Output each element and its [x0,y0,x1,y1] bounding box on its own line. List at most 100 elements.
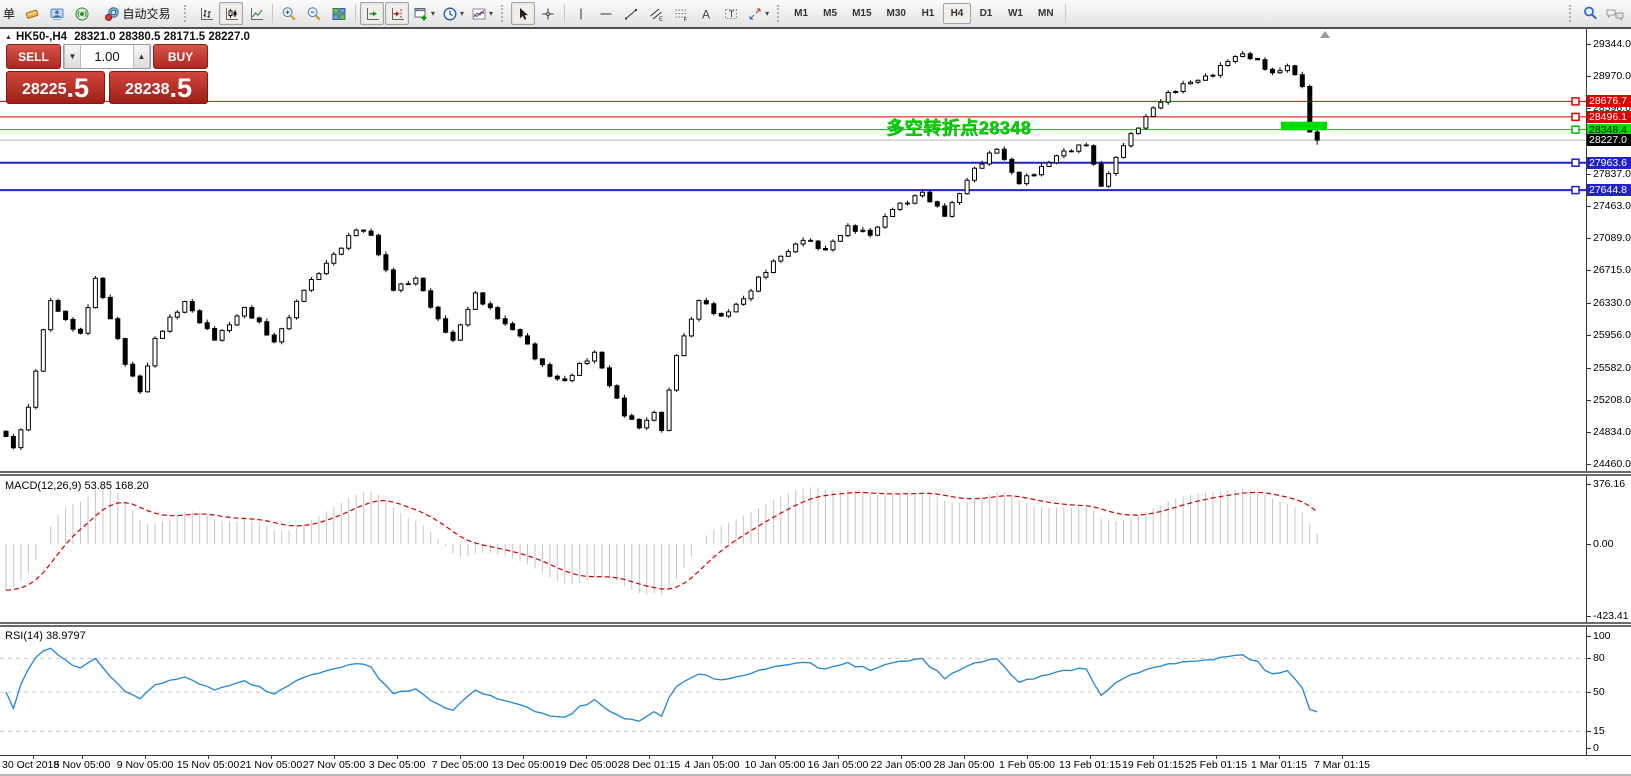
time-tick [270,756,272,759]
text-button[interactable]: A [694,2,718,25]
symbol-period: HK50-,H4 [15,31,68,43]
price-tick-label: 25956.0 [1593,329,1631,342]
line-chart-button[interactable] [244,2,268,25]
toolbar-separator [272,4,274,23]
sell-price-button[interactable]: 28225.5 [6,71,105,104]
price-tick-label: 27089.0 [1593,231,1631,244]
timeframe-H4[interactable]: H4 [942,3,971,24]
time-tick [1215,756,1217,759]
buy-price-button[interactable]: 28238.5 [109,71,208,104]
time-tick [333,756,335,759]
macd-tick-label: 376.16 [1593,478,1626,490]
level-handle[interactable] [1571,158,1580,167]
volume-increase-button[interactable]: ▲ [133,45,150,68]
time-tick [711,756,713,759]
zoom-in-icon [281,6,297,22]
community-button[interactable] [45,2,69,25]
search-icon [1582,5,1599,22]
fibonacci-icon: F [673,6,689,22]
volume-decrease-button[interactable]: ▼ [64,45,81,68]
tile-windows-button[interactable] [327,2,351,25]
time-tick-label: 1 Feb 05:00 [998,759,1056,771]
level-handle[interactable] [1571,185,1580,195]
chat-button[interactable] [1602,2,1628,25]
price-tick-label: 26715.0 [1593,264,1631,277]
panel-separator[interactable] [0,622,1631,627]
candlestick-chart-button[interactable] [219,2,244,25]
time-tick [648,756,650,759]
one-click-trading-panel: SELL ▼ 1.00 ▲ BUY 28225.5 28238.5 [6,44,208,104]
green-zone-rect[interactable] [1281,121,1327,131]
time-tick [32,756,34,759]
trendline-button[interactable] [619,2,643,25]
toolbar-separator [564,4,566,23]
vertical-line-button[interactable] [569,2,593,25]
signals-button[interactable] [70,2,94,25]
level-handle[interactable] [1571,112,1580,122]
menu-fragment[interactable]: 单 [3,7,16,21]
chart-shift-icon [389,6,405,22]
crosshair-button[interactable] [536,2,560,25]
candles-up [18,53,1290,449]
indicators-button[interactable]: ▾ [468,2,496,25]
timeframe-D1[interactable]: D1 [972,3,1000,24]
timeframe-W1[interactable]: W1 [1001,3,1030,24]
toolbar-grip [777,5,782,22]
rsi-tick [1586,692,1591,693]
timeframe-M30[interactable]: M30 [880,3,913,24]
auto-scroll-button[interactable] [360,2,385,25]
zoom-out-button[interactable] [302,2,326,25]
price-tick-label: 27463.0 [1593,199,1631,212]
horizontal-line-button[interactable] [594,2,618,25]
time-tick [900,756,902,759]
price-tick [1586,367,1591,369]
auto-scroll-icon [364,6,380,22]
timeframe-M1[interactable]: M1 [787,3,815,24]
new-chart-button[interactable]: ▾ [410,2,438,25]
arrows-button[interactable]: ▾ [744,2,772,25]
price-tick-label: 25582.0 [1593,361,1631,374]
sell-price-main: 28225 [21,81,67,98]
time-axis[interactable] [0,755,1631,756]
autotrade-button[interactable]: 自动交易 [95,2,179,25]
rsi-tick [1586,658,1591,659]
volume-input[interactable]: 1.00 [81,45,133,68]
timeframe-H1[interactable]: H1 [914,3,942,24]
price-tick [1586,76,1591,78]
fibonacci-button[interactable]: F [669,2,693,25]
buy-button[interactable]: BUY [153,44,208,69]
svg-text:A: A [702,7,710,21]
time-tick-label: 3 Dec 05:00 [368,759,426,771]
time-tick [522,756,524,759]
timeframe-M15[interactable]: M15 [845,3,878,24]
time-tick [81,756,83,759]
clock-icon [442,6,458,22]
chart-shift-button[interactable] [385,2,410,25]
timeframe-MN[interactable]: MN [1031,3,1061,24]
pivot-annotation-text[interactable]: 多空转折点28348 [886,118,1032,138]
candlestick-chart-icon [223,6,239,22]
svg-text:F: F [684,17,688,22]
zoom-in-button[interactable] [277,2,301,25]
horizontal-line-icon [598,6,614,22]
level-handle[interactable] [1571,125,1580,134]
one-click-toggle-icon[interactable]: ▲ [5,34,12,41]
cursor-button[interactable] [511,2,536,25]
svg-text:T: T [729,8,735,18]
timeframe-M5[interactable]: M5 [816,3,844,24]
period-button[interactable]: ▾ [439,2,467,25]
time-tick [459,756,461,759]
new-order-button[interactable] [20,2,44,25]
sell-button[interactable]: SELL [6,44,61,69]
equidistant-channel-button[interactable]: E [644,2,668,25]
macd-tick-label: -423.41 [1593,610,1629,622]
chevron-down-icon: ▾ [765,9,770,18]
window-border [0,774,1631,776]
bar-chart-button[interactable] [194,2,218,25]
search-button[interactable] [1578,2,1602,25]
panel-separator[interactable] [0,471,1631,476]
level-handle[interactable] [1571,97,1580,106]
text-label-button[interactable]: T [719,2,743,25]
price-axis[interactable] [1586,29,1587,755]
